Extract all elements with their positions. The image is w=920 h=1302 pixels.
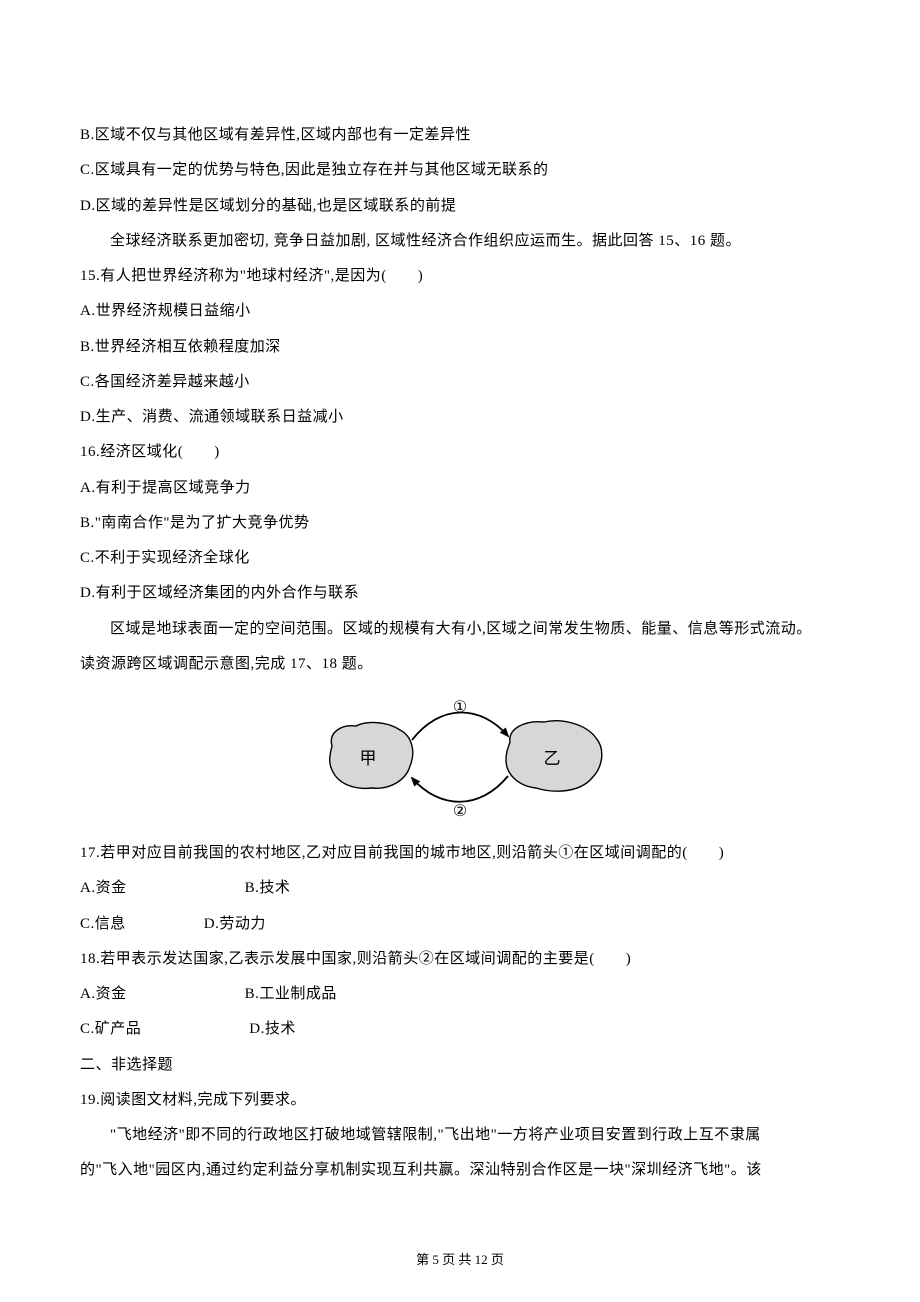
options-17-row2: C.信息 D.劳动力	[80, 907, 840, 942]
question-16: 16.经济区域化( )	[80, 435, 840, 470]
option-14d: D.区域的差异性是区域划分的基础,也是区域联系的前提	[80, 189, 840, 224]
arc-bottom-label: ②	[453, 803, 467, 818]
q19-para-b: 的"飞入地"园区内,通过约定利益分享机制实现互利共赢。深汕特别合作区是一块"深圳…	[80, 1153, 840, 1188]
arrow-top	[412, 712, 508, 740]
option-15d: D.生产、消费、流通领域联系日益减小	[80, 400, 840, 435]
diagram-svg: 甲 乙 ① ②	[310, 696, 610, 818]
option-16a: A.有利于提高区域竞争力	[80, 471, 840, 506]
options-17-row1: A.资金 B.技术	[80, 871, 840, 906]
arrow-bottom	[412, 776, 508, 802]
option-17d: D.劳动力	[204, 916, 266, 932]
options-18-row1: A.资金 B.工业制成品	[80, 977, 840, 1012]
q19-para-a: "飞地经济"即不同的行政地区打破地域管辖限制,"飞出地"一方将产业项目安置到行政…	[80, 1118, 840, 1153]
option-18b: B.工业制成品	[245, 986, 337, 1002]
footer-suffix: 页	[488, 1252, 504, 1267]
options-18-row2: C.矿产品 D.技术	[80, 1012, 840, 1047]
question-15: 15.有人把世界经济称为"地球村经济",是因为( )	[80, 259, 840, 294]
option-18c: C.矿产品	[80, 1021, 141, 1037]
option-14b: B.区域不仅与其他区域有差异性,区域内部也有一定差异性	[80, 118, 840, 153]
option-16d: D.有利于区域经济集团的内外合作与联系	[80, 576, 840, 611]
option-17a: A.资金	[80, 880, 127, 896]
arc-top-label: ①	[453, 699, 467, 716]
option-15c: C.各国经济差异越来越小	[80, 365, 840, 400]
option-18d: D.技术	[249, 1021, 296, 1037]
option-15a: A.世界经济规模日益缩小	[80, 294, 840, 329]
option-18a: A.资金	[80, 986, 127, 1002]
footer-mid: 页 共	[439, 1252, 475, 1267]
footer-total: 12	[475, 1252, 488, 1267]
section-2-heading: 二、非选择题	[80, 1048, 840, 1083]
question-19: 19.阅读图文材料,完成下列要求。	[80, 1083, 840, 1118]
option-16c: C.不利于实现经济全球化	[80, 541, 840, 576]
option-14c: C.区域具有一定的优势与特色,因此是独立存在并与其他区域无联系的	[80, 153, 840, 188]
option-17b: B.技术	[245, 880, 291, 896]
node-jia-label: 甲	[360, 749, 377, 768]
question-18: 18.若甲表示发达国家,乙表示发展中国家,则沿箭头②在区域间调配的主要是( )	[80, 942, 840, 977]
node-yi-label: 乙	[544, 749, 561, 768]
passage-17-18-a: 区域是地球表面一定的空间范围。区域的规模有大有小,区域之间常发生物质、能量、信息…	[80, 612, 840, 647]
footer-prefix: 第	[416, 1252, 432, 1267]
question-17: 17.若甲对应目前我国的农村地区,乙对应目前我国的城市地区,则沿箭头①在区域间调…	[80, 836, 840, 871]
option-15b: B.世界经济相互依赖程度加深	[80, 330, 840, 365]
passage-17-18-b: 读资源跨区域调配示意图,完成 17、18 题。	[80, 647, 840, 682]
passage-15-16: 全球经济联系更加密切, 竞争日益加剧, 区域性经济合作组织应运而生。据此回答 1…	[80, 224, 840, 259]
page-content: B.区域不仅与其他区域有差异性,区域内部也有一定差异性 C.区域具有一定的优势与…	[80, 118, 840, 1189]
diagram-region-transfer: 甲 乙 ① ②	[80, 682, 840, 836]
option-16b: B."南南合作"是为了扩大竞争优势	[80, 506, 840, 541]
option-17c: C.信息	[80, 916, 126, 932]
page-footer: 第 5 页 共 12 页	[0, 1249, 920, 1268]
